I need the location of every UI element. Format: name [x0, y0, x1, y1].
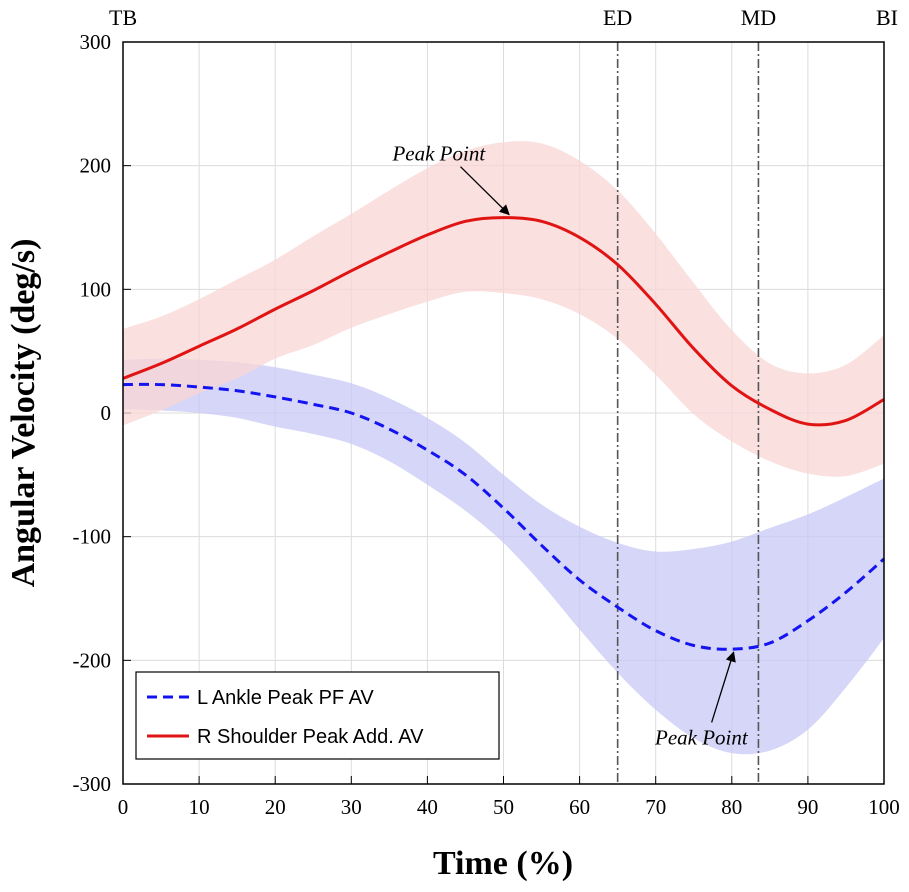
peak-point-label: Peak Point	[654, 725, 749, 749]
y-tick-label: 200	[80, 154, 112, 178]
x-tick-label: 10	[189, 795, 210, 819]
series-line	[122, 216, 885, 427]
confidence-band	[123, 141, 884, 477]
event-lines	[616, 42, 760, 784]
legend-box	[135, 671, 500, 760]
x-tick-labels: 0 10 20 30 40 50 60 70 80 90 100	[118, 795, 900, 819]
y-tick-label: 300	[80, 30, 112, 54]
event-label: BI	[876, 5, 898, 30]
x-tick-label: 0	[118, 795, 129, 819]
confidence-band	[123, 358, 884, 755]
x-axis-title: Time (%)	[433, 845, 573, 882]
y-tick-label: -300	[73, 772, 112, 796]
series-lines	[122, 216, 885, 651]
peak-point-arrow	[711, 651, 736, 723]
event-labels: TB ED MD BI	[109, 5, 898, 30]
x-tick-label: 50	[493, 795, 514, 819]
confidence-bands	[123, 141, 884, 755]
legend-label: L Ankle Peak PF AV	[197, 687, 374, 709]
plot-frame	[122, 41, 885, 785]
x-tick-label: 100	[868, 795, 900, 819]
x-tick-label: 30	[341, 795, 362, 819]
y-axis-title: Angular Velocity (deg/s)	[5, 239, 42, 588]
peak-point-arrow	[460, 166, 510, 216]
legend-label: R Shoulder Peak Add. AV	[197, 726, 424, 748]
y-tick-label: 100	[80, 277, 112, 301]
event-label: ED	[603, 5, 632, 30]
annotations: Peak Point Peak Point	[391, 142, 748, 750]
x-tick-label: 20	[265, 795, 286, 819]
legend: L Ankle Peak PF AV R Shoulder Peak Add. A…	[135, 671, 500, 760]
y-tick-label: 0	[101, 401, 112, 425]
x-tick-label: 90	[797, 795, 818, 819]
x-tick-label: 80	[721, 795, 742, 819]
event-label: MD	[741, 5, 776, 30]
x-tick-label: 40	[417, 795, 438, 819]
event-label: TB	[109, 5, 137, 30]
x-tick-label: 70	[645, 795, 666, 819]
y-tick-label: -200	[73, 648, 112, 672]
y-tick-label: -100	[73, 525, 112, 549]
x-tick-label: 60	[569, 795, 590, 819]
y-tick-labels: 300 200 100 0 -100 -200 -300	[73, 30, 112, 796]
peak-point-label: Peak Point	[391, 142, 486, 166]
